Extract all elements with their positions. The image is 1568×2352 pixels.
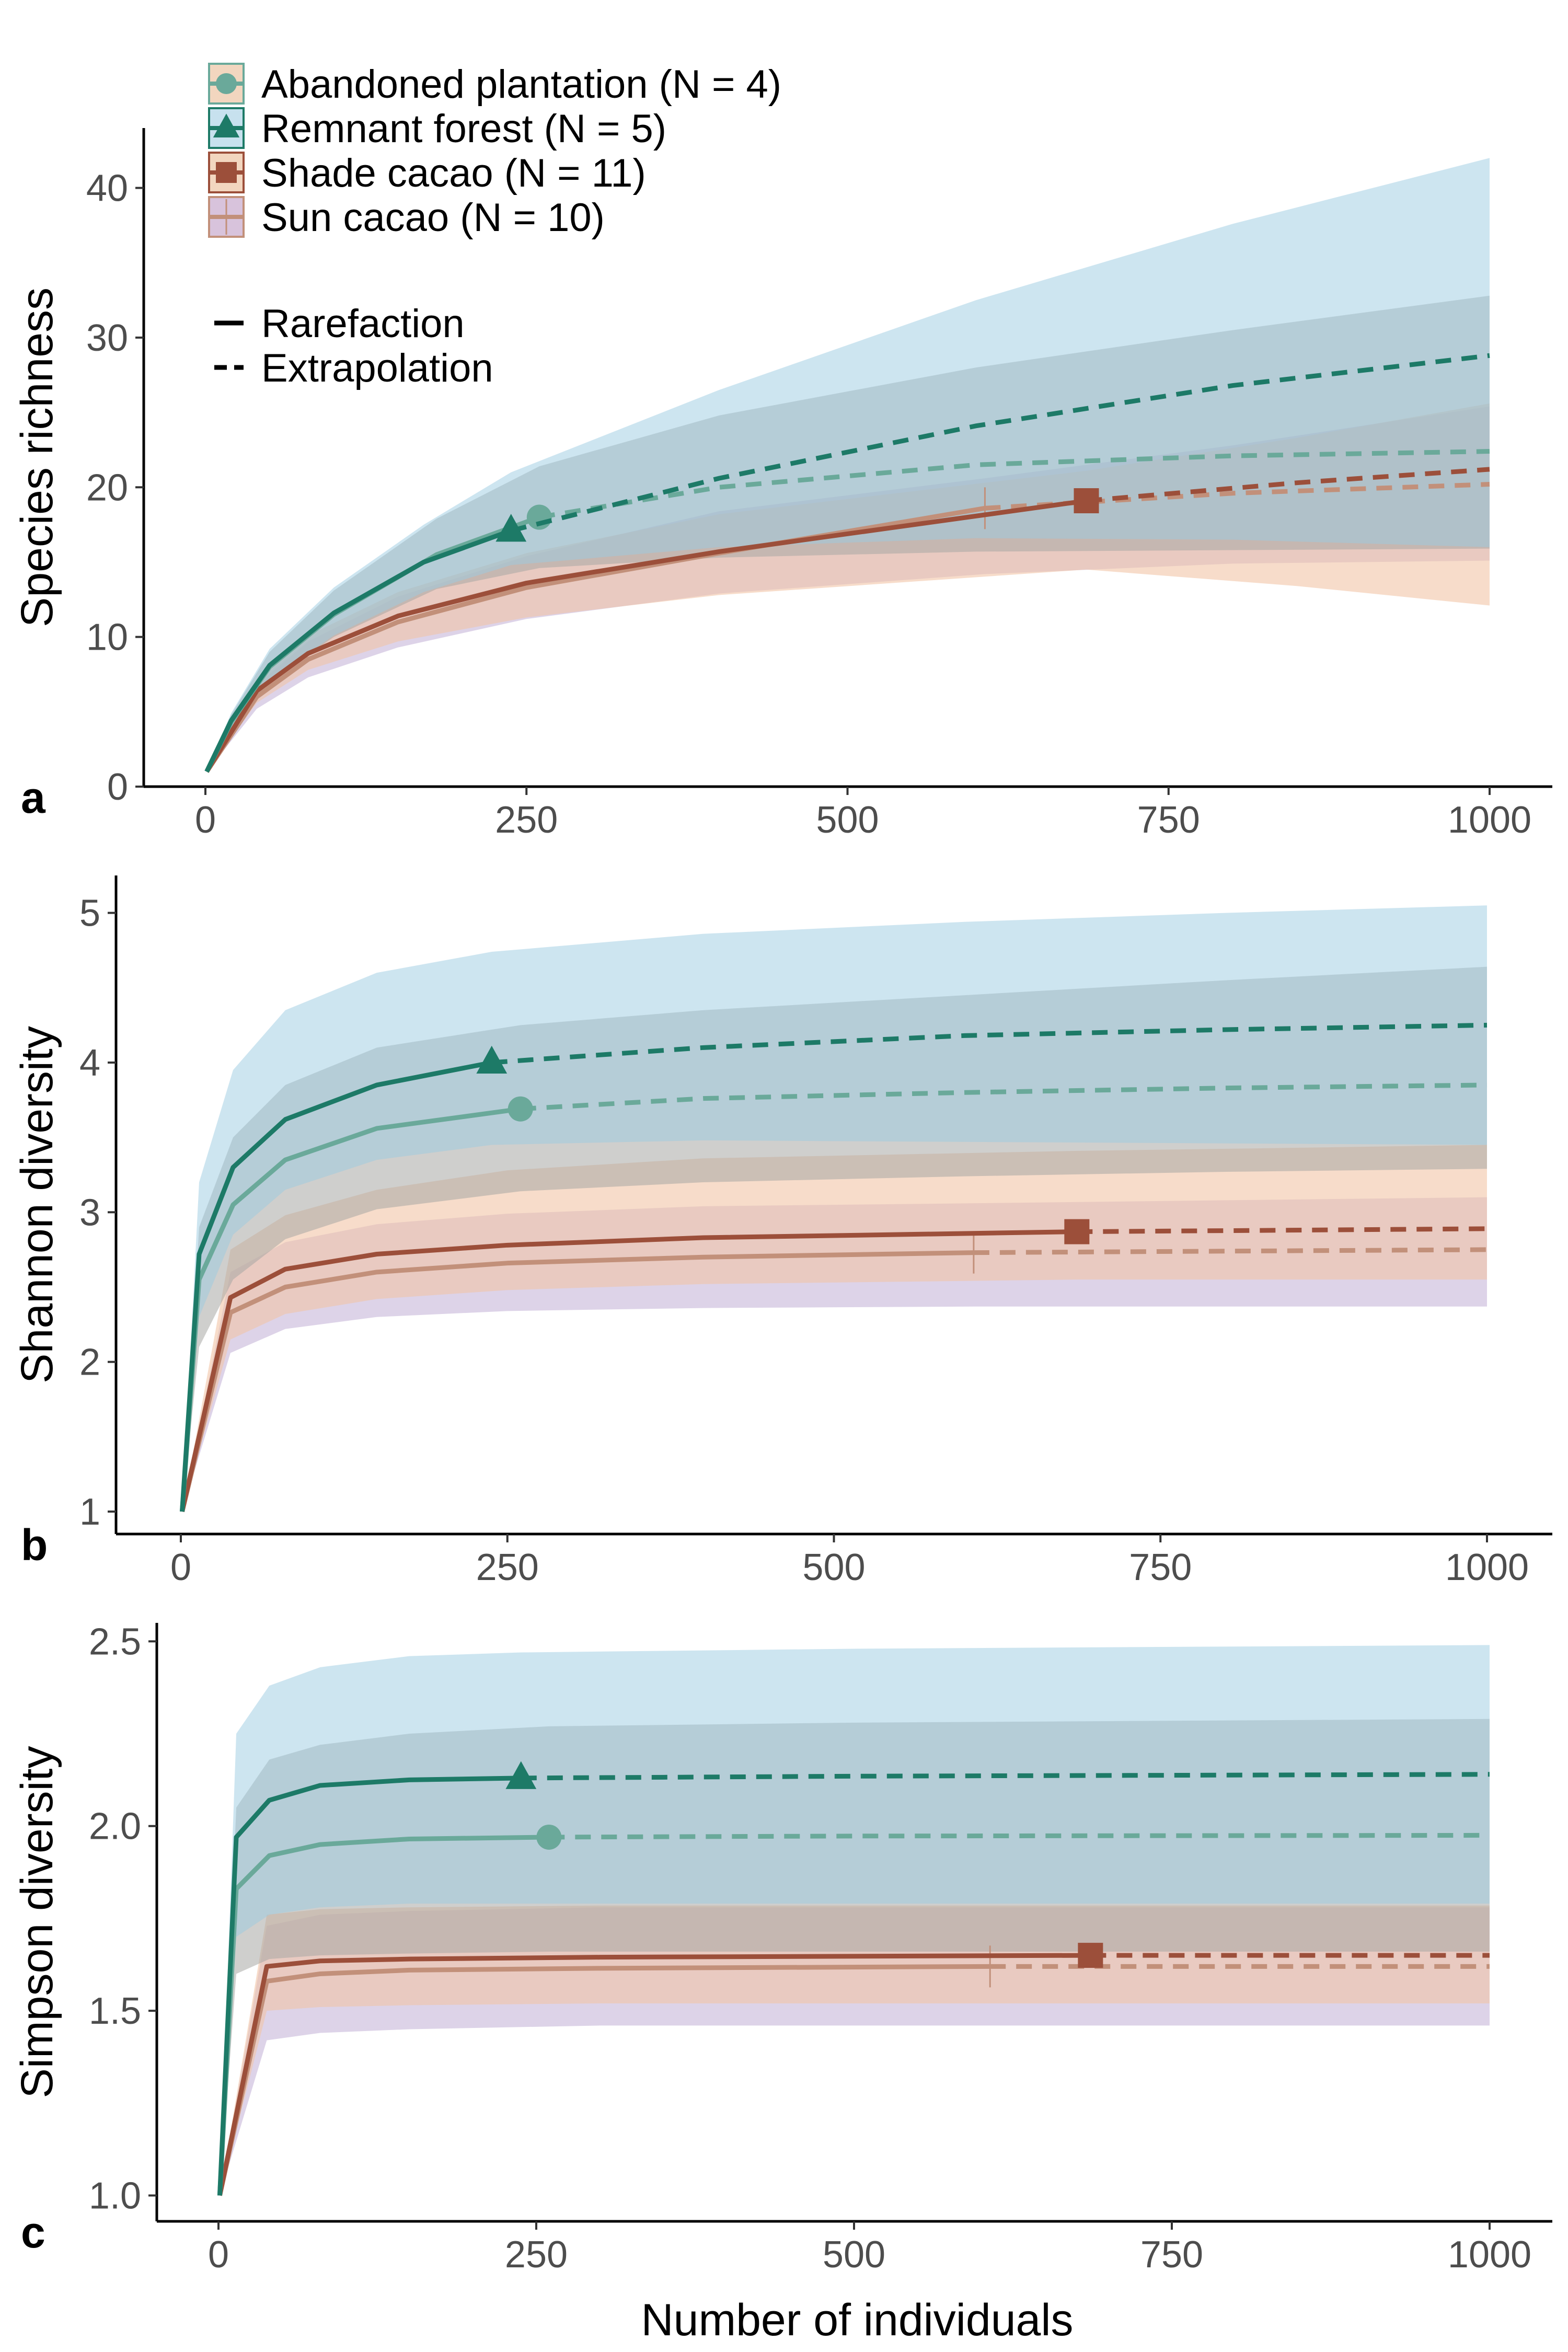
y-tick-label: 2.5 — [89, 1621, 141, 1663]
legend-item: Remnant forest (N = 5) — [208, 107, 666, 151]
legend-label: Abandoned plantation (N = 4) — [261, 62, 781, 107]
extrapolation-line-sun — [973, 1247, 1488, 1255]
legend: Abandoned plantation (N = 4)Remnant fore… — [208, 62, 781, 390]
rarefaction-line-remnant — [204, 528, 512, 773]
y-tick-label: 1 — [79, 1491, 100, 1533]
y-tick-label: 5 — [79, 893, 100, 935]
y-tick-label: 1.0 — [89, 2175, 141, 2217]
panel-letter: a — [21, 773, 46, 822]
rarefaction-line-sun — [217, 1964, 990, 2196]
legend-item: Shade cacao (N = 11) — [208, 151, 646, 195]
rarefaction-line-shade — [180, 1229, 1077, 1513]
legend-method-item: Extrapolation — [214, 346, 493, 390]
x-axis-title: Number of individuals — [641, 2295, 1074, 2345]
band-remnant — [220, 1645, 1490, 2196]
x-tick-label: 1000 — [1448, 2234, 1531, 2276]
band-remnant — [182, 905, 1487, 1512]
rarefaction-line-shade — [217, 1953, 1091, 2196]
observed-point-remnant — [476, 1045, 508, 1074]
legend-circle-marker — [216, 73, 237, 94]
legend-method-label: Extrapolation — [261, 346, 493, 390]
observed-point-shade — [1064, 1219, 1090, 1244]
extrapolation-line-remnant — [521, 1772, 1490, 1781]
x-tick-label: 750 — [1137, 799, 1200, 841]
legend-item: Abandoned plantation (N = 4) — [208, 62, 781, 107]
legend-method-label: Rarefaction — [261, 302, 465, 346]
y-tick-label: 2.0 — [89, 1806, 141, 1848]
y-tick-label: 4 — [79, 1042, 100, 1084]
confidence-bands — [182, 905, 1487, 1512]
legend-method-item: Rarefaction — [214, 302, 465, 346]
band-shade — [182, 1145, 1487, 1512]
y-tick-label: 30 — [86, 317, 128, 359]
extrapolation-line-remnant — [491, 1022, 1488, 1065]
x-tick-label: 250 — [495, 799, 558, 841]
legend-item: Sun cacao (N = 10) — [208, 195, 605, 240]
legend-label: Sun cacao (N = 10) — [261, 195, 605, 240]
y-axis-title: Simpson diversity — [12, 1746, 62, 2099]
panel-letter: c — [21, 2208, 45, 2257]
band-shade — [220, 1905, 1490, 2196]
observed-point-shade — [1074, 488, 1099, 514]
observed-point-abandoned — [536, 1824, 562, 1850]
y-tick-label: 1.5 — [89, 1990, 141, 2032]
legend-label: Remnant forest (N = 5) — [261, 107, 666, 151]
extrapolation-line-abandoned — [520, 1082, 1488, 1112]
y-tick-label: 10 — [86, 617, 128, 659]
x-tick-label: 250 — [505, 2234, 568, 2276]
observed-point-remnant — [505, 1761, 537, 1789]
legend-label: Shade cacao (N = 11) — [261, 151, 646, 195]
x-tick-label: 750 — [1140, 2234, 1203, 2276]
panel-a: 0 10 20 30 40 0 250 500 750 1000 Species richness a — [12, 128, 1552, 841]
x-tick-label: 1000 — [1448, 799, 1531, 841]
rarefaction-line-remnant — [180, 1060, 492, 1512]
extrapolation-line-remnant — [510, 353, 1490, 533]
rarefaction-line-sun — [180, 1250, 974, 1513]
x-tick-label: 250 — [476, 1547, 539, 1588]
x-tick-label: 0 — [208, 2234, 229, 2276]
rarefaction-line-shade — [204, 498, 1087, 773]
y-axis-title: Species richness — [12, 287, 62, 627]
confidence-bands — [206, 158, 1490, 772]
extrapolation-line-shade — [1086, 467, 1490, 503]
panel-b: 1 2 3 4 5 0 250 500 750 1000 Shannon diversity b — [12, 875, 1552, 1588]
y-tick-label: 0 — [107, 766, 128, 808]
band-remnant — [206, 158, 1490, 772]
legend-triangle-marker — [213, 113, 240, 137]
panel-letter: b — [21, 1520, 48, 1570]
x-tick-label: 750 — [1129, 1547, 1192, 1588]
series-lines — [204, 353, 1490, 773]
series-lines — [180, 1022, 1488, 1513]
x-tick-label: 500 — [802, 1547, 865, 1588]
panel-c: 1.0 1.5 2.0 2.5 0 250 500 750 1000 Simpson divers… — [12, 1621, 1552, 2276]
series-lines — [217, 1761, 1490, 2196]
y-tick-label: 3 — [79, 1192, 100, 1233]
x-tick-label: 0 — [170, 1547, 191, 1588]
legend-square-marker — [216, 162, 237, 183]
x-tick-label: 500 — [823, 2234, 885, 2276]
x-tick-label: 0 — [195, 799, 216, 841]
y-tick-label: 20 — [86, 467, 128, 509]
rarefaction-line-remnant — [217, 1775, 521, 2196]
observed-point-shade — [1078, 1943, 1103, 1968]
extrapolation-line-shade — [1077, 1226, 1488, 1235]
confidence-bands — [220, 1645, 1490, 2196]
x-tick-label: 1000 — [1445, 1547, 1529, 1588]
y-tick-label: 40 — [86, 168, 128, 210]
x-tick-label: 500 — [816, 799, 879, 841]
observed-point-remnant — [495, 514, 527, 542]
y-tick-label: 2 — [79, 1342, 100, 1383]
observed-point-abandoned — [508, 1096, 533, 1122]
y-axis-title: Shannon diversity — [12, 1026, 62, 1383]
